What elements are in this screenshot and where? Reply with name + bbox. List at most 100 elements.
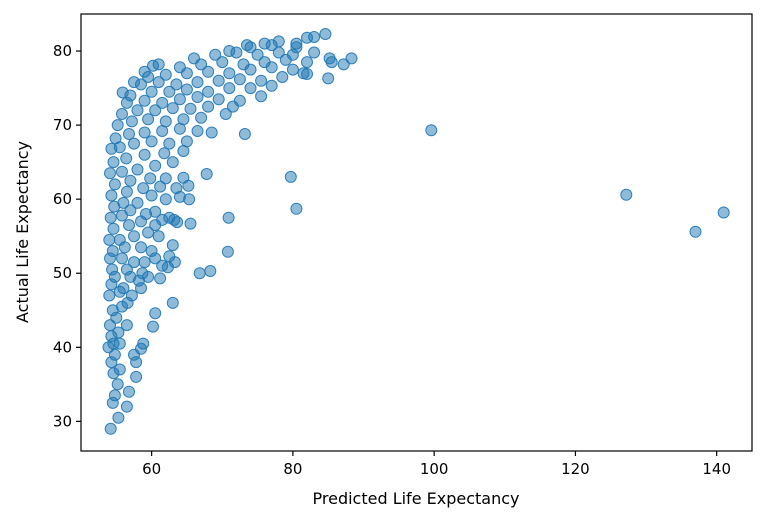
data-point-146 bbox=[212, 93, 225, 106]
data-point-206 bbox=[290, 37, 303, 50]
y-tick-label-4: 70 bbox=[53, 116, 72, 134]
data-point-30 bbox=[103, 289, 116, 302]
data-point-133 bbox=[219, 108, 232, 120]
data-point-72 bbox=[104, 211, 117, 224]
data-point-204 bbox=[258, 37, 271, 50]
data-point-87 bbox=[222, 211, 235, 224]
data-point-147 bbox=[233, 94, 246, 107]
data-point-25 bbox=[149, 307, 162, 320]
data-point-211 bbox=[689, 225, 702, 238]
data-point-62 bbox=[128, 230, 140, 243]
data-point-101 bbox=[284, 170, 297, 183]
y-axis-ticks: 30 40 50 60 70 80 bbox=[53, 42, 81, 430]
data-point-76 bbox=[149, 205, 162, 218]
data-point-159 bbox=[152, 76, 165, 89]
data-point-40 bbox=[154, 272, 167, 285]
data-point-4 bbox=[108, 389, 121, 402]
data-point-108 bbox=[120, 152, 133, 165]
data-point-57 bbox=[145, 245, 158, 257]
data-point-187 bbox=[301, 56, 313, 69]
data-point-119 bbox=[123, 128, 135, 140]
data-point-60 bbox=[103, 233, 116, 246]
data-point-209 bbox=[319, 28, 332, 40]
data-point-163 bbox=[233, 73, 246, 86]
data-point-91 bbox=[137, 182, 150, 195]
data-point-82 bbox=[131, 196, 144, 209]
data-point-9 bbox=[113, 363, 126, 376]
data-point-42 bbox=[120, 263, 133, 276]
data-point-81 bbox=[117, 196, 130, 209]
data-point-143 bbox=[156, 96, 169, 109]
data-point-88 bbox=[290, 202, 303, 215]
data-point-93 bbox=[170, 182, 183, 195]
data-point-74 bbox=[124, 204, 137, 217]
data-point-63 bbox=[142, 226, 155, 239]
data-point-1 bbox=[112, 411, 125, 424]
data-point-90 bbox=[120, 185, 133, 198]
data-point-45 bbox=[193, 267, 206, 280]
data-point-125 bbox=[238, 128, 251, 140]
x-axis-label: Predicted Life Expectancy bbox=[313, 489, 520, 508]
data-point-151 bbox=[163, 85, 176, 98]
data-point-66 bbox=[107, 222, 120, 235]
data-point-196 bbox=[308, 46, 321, 59]
x-tick-label-0: 60 bbox=[142, 460, 161, 478]
data-point-135 bbox=[131, 104, 144, 117]
data-point-96 bbox=[124, 174, 137, 187]
data-point-99 bbox=[177, 171, 190, 184]
data-point-103 bbox=[116, 165, 128, 178]
data-point-132 bbox=[195, 111, 208, 124]
data-point-176 bbox=[286, 63, 299, 76]
data-point-29 bbox=[166, 296, 179, 309]
data-point-139 bbox=[202, 100, 215, 113]
data-point-208 bbox=[308, 31, 321, 43]
data-point-110 bbox=[158, 147, 171, 160]
data-point-61 bbox=[113, 233, 126, 246]
data-point-118 bbox=[109, 132, 122, 145]
data-point-97 bbox=[144, 172, 157, 185]
data-point-152 bbox=[180, 83, 193, 96]
data-point-164 bbox=[255, 74, 268, 87]
data-point-58 bbox=[163, 250, 176, 263]
data-point-168 bbox=[128, 76, 140, 89]
points-layer bbox=[102, 28, 730, 435]
data-point-67 bbox=[123, 219, 135, 232]
data-point-56 bbox=[135, 241, 147, 254]
data-point-184 bbox=[237, 58, 250, 71]
data-point-170 bbox=[159, 68, 172, 81]
data-point-54 bbox=[106, 245, 119, 257]
data-point-6 bbox=[111, 378, 124, 391]
data-point-165 bbox=[276, 71, 289, 83]
data-point-142 bbox=[138, 94, 151, 107]
data-point-32 bbox=[125, 289, 138, 302]
data-point-18 bbox=[135, 342, 147, 355]
data-point-156 bbox=[265, 79, 278, 92]
data-point-107 bbox=[107, 156, 120, 169]
data-point-52 bbox=[156, 259, 169, 272]
data-point-116 bbox=[163, 137, 176, 150]
data-point-155 bbox=[244, 82, 257, 95]
data-point-205 bbox=[272, 35, 285, 48]
data-point-153 bbox=[202, 85, 215, 98]
data-point-64 bbox=[152, 230, 165, 243]
data-point-185 bbox=[258, 56, 271, 69]
data-point-148 bbox=[255, 90, 268, 103]
data-point-138 bbox=[184, 102, 197, 115]
data-point-71 bbox=[184, 217, 197, 230]
data-point-20 bbox=[112, 326, 125, 339]
x-axis-ticks: 60 80 100 120 140 bbox=[142, 451, 731, 478]
data-point-193 bbox=[251, 48, 264, 61]
data-point-157 bbox=[116, 86, 129, 99]
data-point-183 bbox=[216, 56, 229, 69]
data-point-136 bbox=[149, 104, 162, 117]
y-tick-label-2: 50 bbox=[53, 264, 72, 282]
data-point-178 bbox=[138, 65, 151, 78]
data-point-92 bbox=[154, 180, 167, 193]
x-tick-label-2: 100 bbox=[420, 460, 449, 478]
data-point-150 bbox=[145, 85, 158, 98]
data-point-79 bbox=[171, 216, 184, 229]
data-point-172 bbox=[202, 65, 215, 78]
y-tick-label-5: 80 bbox=[53, 42, 72, 60]
data-point-181 bbox=[173, 61, 186, 74]
